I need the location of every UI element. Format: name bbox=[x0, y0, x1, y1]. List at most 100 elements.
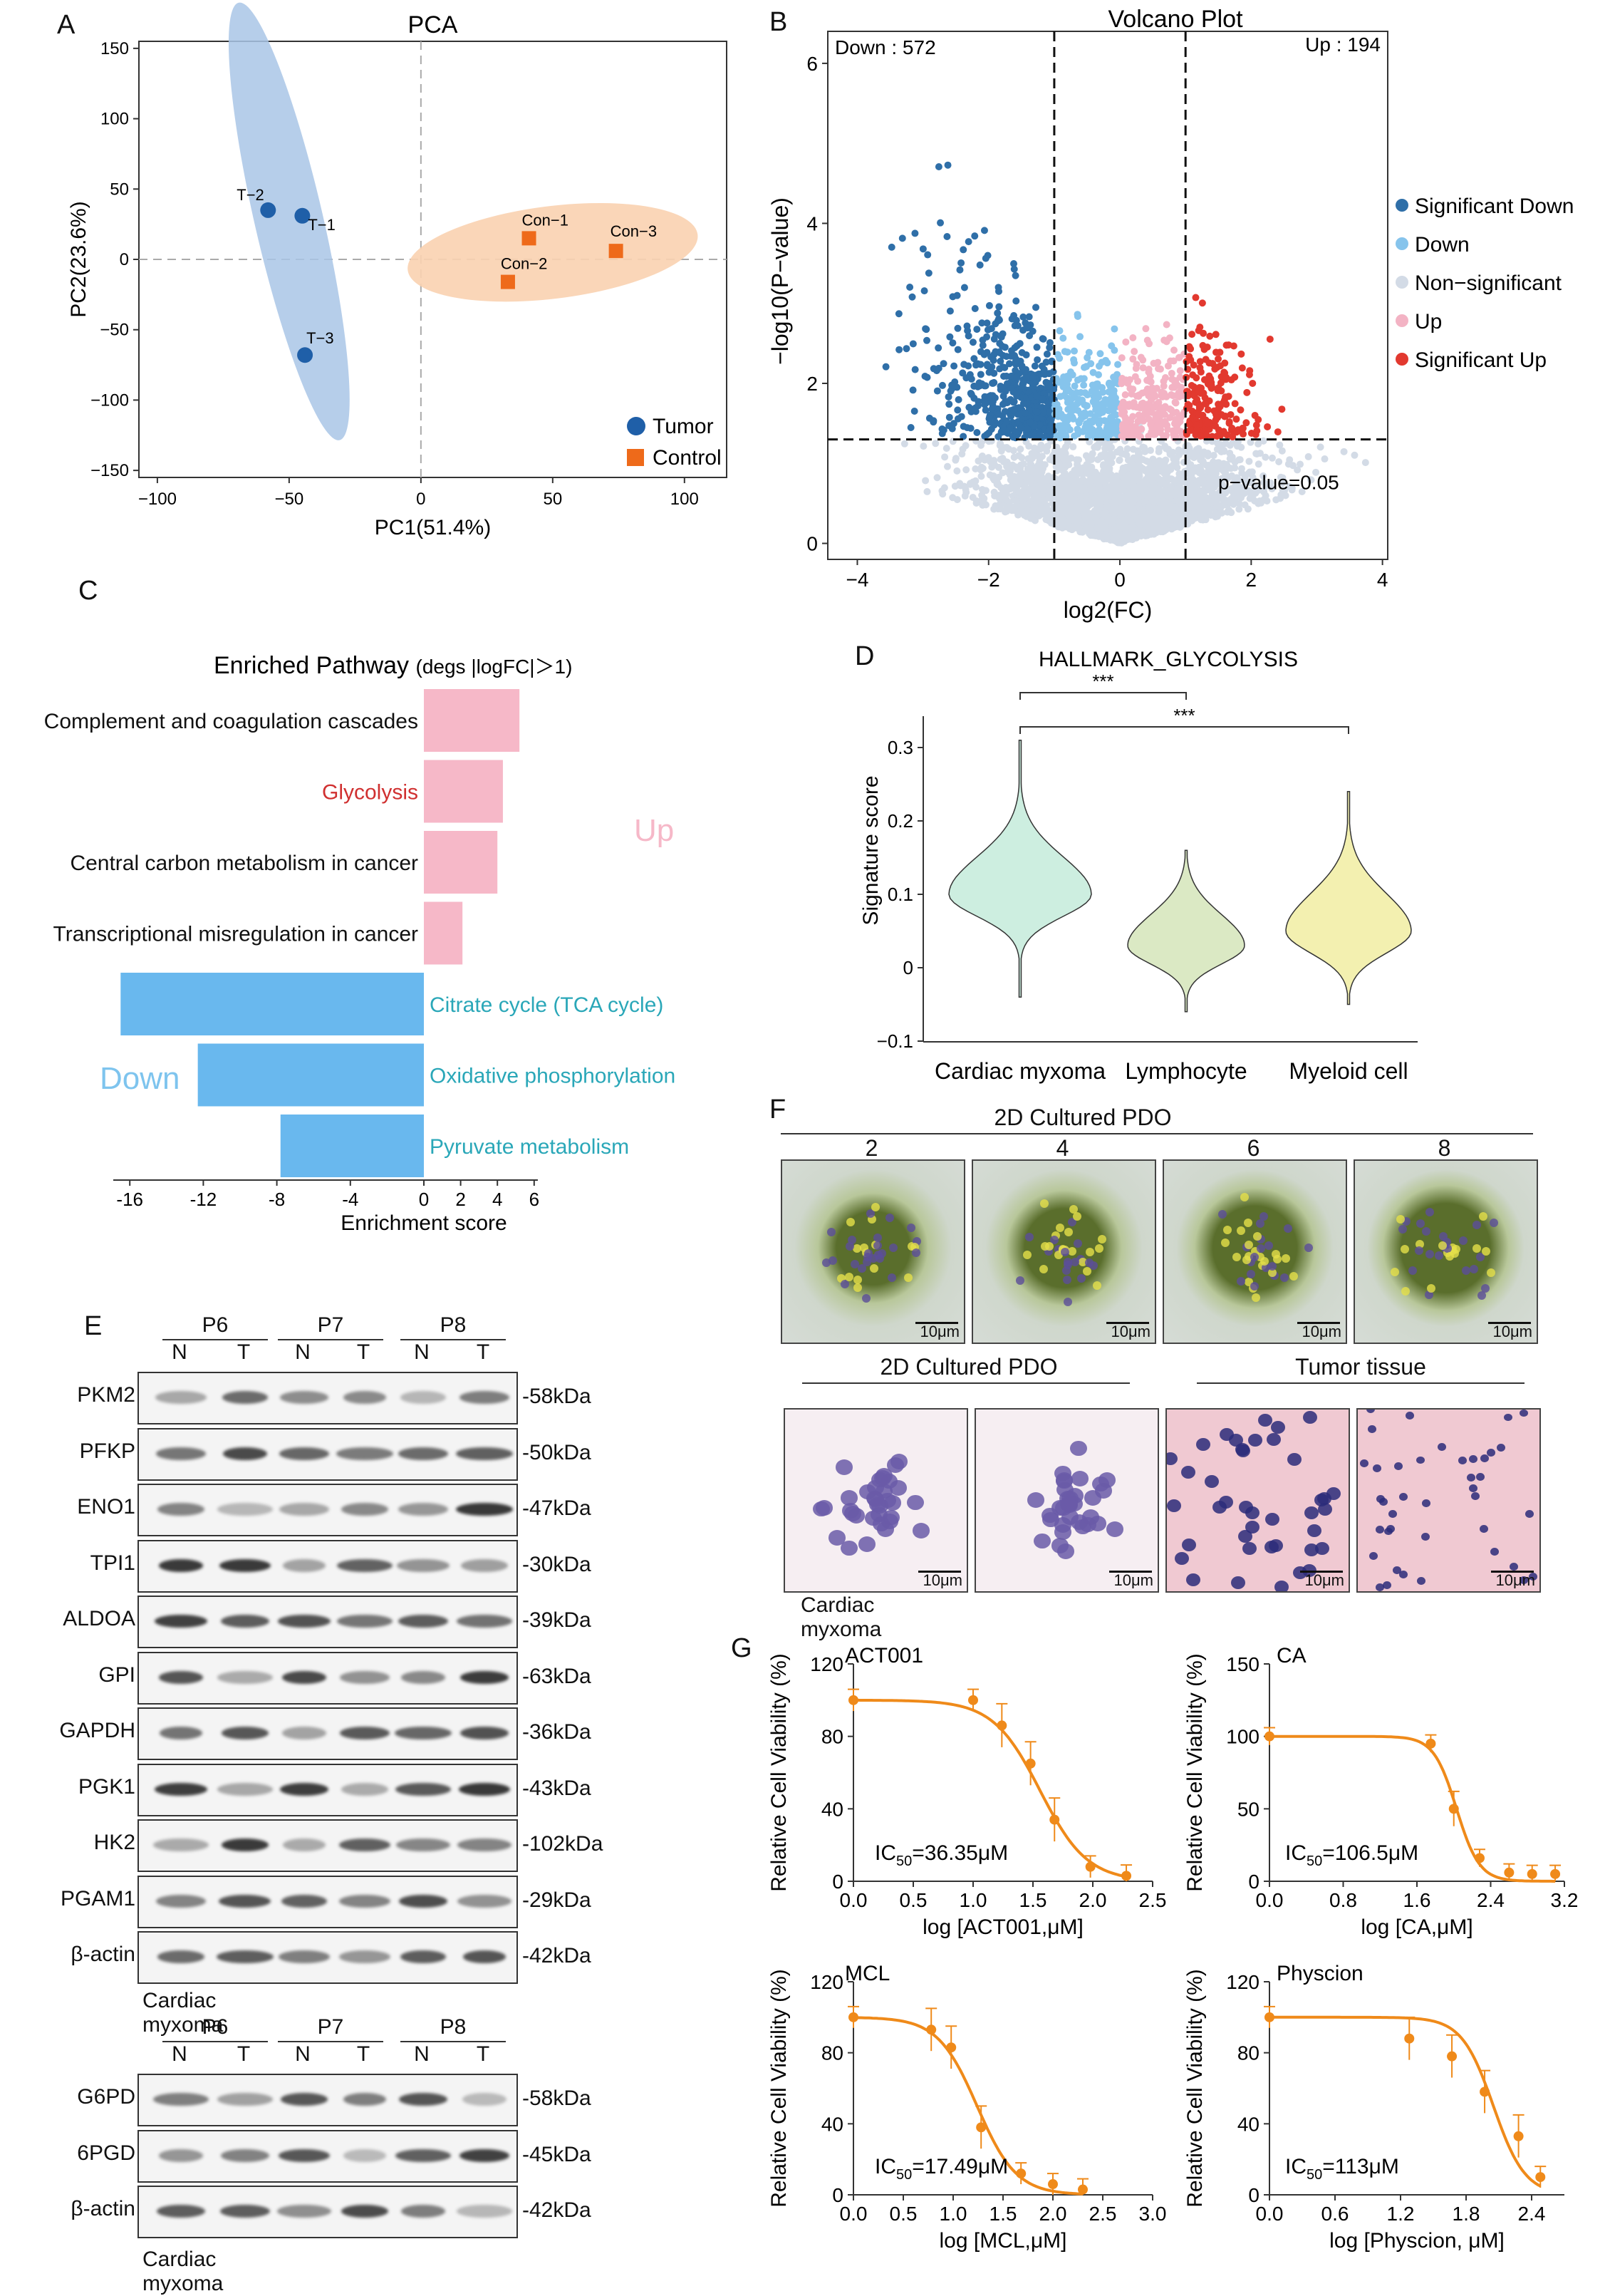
drug-xtick-label: 0.6 bbox=[1321, 2203, 1349, 2225]
pca-point-T-3 bbox=[297, 347, 313, 363]
drug-point bbox=[1513, 2131, 1524, 2141]
pca-xtick-label: −50 bbox=[275, 490, 304, 509]
drug-ytick-label: 40 bbox=[821, 2113, 843, 2135]
drug-xlabel: log [Physcion, μM] bbox=[1329, 2229, 1505, 2253]
drug-xtick-label: 1.0 bbox=[960, 1889, 987, 1911]
volcano-point bbox=[1298, 487, 1306, 495]
drug-point bbox=[1447, 2051, 1458, 2062]
drug-point bbox=[997, 1720, 1007, 1731]
volcano-point bbox=[1162, 445, 1170, 453]
drug-xtick-label: 1.5 bbox=[1019, 1889, 1047, 1911]
drug-ylabel: Relative Cell Viability (%) bbox=[1183, 1969, 1207, 2208]
pca-point-Con-2 bbox=[500, 274, 515, 289]
drug-name: CA bbox=[1277, 1644, 1307, 1667]
pca-legend-label: Tumor bbox=[653, 415, 714, 438]
drug-ytick-label: 120 bbox=[1226, 1971, 1259, 1993]
volcano-point bbox=[1259, 472, 1267, 480]
drug-ic50-sub: 50 bbox=[1307, 2167, 1322, 2183]
panel-label-b: B bbox=[769, 7, 788, 37]
pca-chart: PCA −100 −50 0 50 100 150 100 50 0 −50 −100 −150 PC1(… bbox=[67, 2, 727, 539]
volcano-point bbox=[1278, 447, 1286, 455]
drug-ytick-label: 0 bbox=[832, 1871, 843, 1893]
drug-ytick-label: 120 bbox=[810, 1653, 843, 1675]
drug-point bbox=[968, 1695, 978, 1705]
panel-label-e: E bbox=[84, 1311, 103, 1341]
pca-ylabel: PC2(23.6%) bbox=[67, 201, 90, 317]
drug-xtick-label: 0.5 bbox=[890, 2203, 918, 2225]
pca-xlabel: PC1(51.4%) bbox=[375, 516, 491, 539]
drug-xtick-label: 2.4 bbox=[1477, 1889, 1505, 1911]
drug-ic50-value: =113μM bbox=[1322, 2155, 1399, 2178]
pca-legend-marker-control bbox=[627, 449, 644, 466]
drug-ytick-label: 150 bbox=[1226, 1653, 1259, 1675]
drug-point bbox=[1048, 2179, 1058, 2190]
drug-point bbox=[1480, 2086, 1490, 2097]
panel-label-a: A bbox=[57, 10, 76, 40]
drug-point bbox=[1049, 1814, 1060, 1825]
drug-ytick-label: 40 bbox=[1237, 2113, 1259, 2135]
pca-point-Con-3 bbox=[608, 244, 623, 259]
drug-xtick-label: 1.0 bbox=[940, 2203, 967, 2225]
drug-ylabel: Relative Cell Viability (%) bbox=[1183, 1653, 1207, 1892]
volcano-title: Volcano Plot bbox=[1108, 6, 1243, 33]
pca-ellipse-control bbox=[407, 202, 698, 302]
pca-xtick-label: 100 bbox=[670, 490, 699, 509]
drug-xtick-label: 0.8 bbox=[1329, 1889, 1357, 1911]
drug-ic50-sub: 50 bbox=[896, 1853, 912, 1869]
drug-ytick-label: 120 bbox=[810, 1971, 843, 1993]
drug-point bbox=[1121, 1871, 1132, 1881]
pca-point-label: Con−1 bbox=[522, 211, 568, 229]
drug-ylabel: Relative Cell Viability (%) bbox=[767, 1653, 791, 1892]
volcano-point bbox=[1259, 437, 1267, 445]
drug-fit-curve bbox=[1269, 2015, 1542, 2188]
drug-xtick-label: 3.0 bbox=[1139, 2203, 1167, 2225]
drug-ytick-label: 80 bbox=[1237, 2042, 1259, 2064]
pca-legend-marker-tumor bbox=[627, 417, 645, 435]
pca-ellipse-tumor bbox=[228, 2, 350, 440]
volcano-frame bbox=[827, 31, 1388, 560]
volcano-point bbox=[1123, 445, 1131, 453]
volcano-point bbox=[1255, 460, 1262, 468]
drug-point bbox=[1016, 2168, 1027, 2179]
pca-legend-label: Control bbox=[653, 446, 722, 470]
pca-point-label: T−1 bbox=[308, 216, 336, 234]
drug-xtick-label: 2.4 bbox=[1518, 2203, 1546, 2225]
drug-ic50-label: IC50=17.49μM bbox=[875, 2155, 1008, 2183]
drug-ic50-label: IC50=113μM bbox=[1285, 2155, 1399, 2183]
drug-xlabel: log [MCL,μM] bbox=[940, 2229, 1067, 2253]
pca-point-T-1 bbox=[294, 207, 311, 224]
drug-ic50-value: =36.35μM bbox=[912, 1841, 1008, 1865]
drug-xtick-label: 0.0 bbox=[840, 2203, 868, 2225]
volcano-point bbox=[1307, 476, 1314, 484]
drug-xtick-label: 0.0 bbox=[1256, 2203, 1284, 2225]
pca-title: PCA bbox=[408, 11, 458, 38]
drug-ytick-label: 80 bbox=[821, 2042, 843, 2064]
drug-ic50-label: IC50=106.5μM bbox=[1285, 1841, 1418, 1869]
pca-ytick-label: 100 bbox=[100, 110, 129, 129]
drug-ytick-label: 0 bbox=[1248, 1871, 1259, 1893]
drug-xtick-label: 1.5 bbox=[990, 2203, 1017, 2225]
drug-name: Physcion bbox=[1277, 1962, 1364, 1985]
pca-point-label: Con−3 bbox=[611, 222, 657, 240]
pca-point-Con-1 bbox=[521, 231, 536, 246]
drug-point bbox=[1425, 1738, 1436, 1749]
drug-ic50-sub: 50 bbox=[1307, 1853, 1322, 1869]
panel-label-f: F bbox=[769, 1095, 786, 1124]
drug-ytick-label: 40 bbox=[821, 1798, 843, 1820]
drug-xtick-label: 2.5 bbox=[1139, 1889, 1167, 1911]
drug-point bbox=[1448, 1804, 1459, 1814]
drug-point bbox=[1264, 2012, 1274, 2022]
drug-ytick-label: 80 bbox=[821, 1726, 843, 1748]
drug-point bbox=[1550, 1868, 1561, 1879]
pca-xtick-label: 50 bbox=[543, 490, 562, 509]
volcano-point bbox=[920, 443, 928, 450]
drug-xlabel: log [ACT001,μM] bbox=[923, 1915, 1084, 1939]
drug-xtick-label: 1.2 bbox=[1387, 2203, 1415, 2225]
drug-xtick-label: 0.0 bbox=[1256, 1889, 1284, 1911]
panel-label-d: D bbox=[855, 641, 875, 671]
pca-ytick-label: 50 bbox=[110, 180, 129, 199]
drug-xtick-label: 2.5 bbox=[1089, 2203, 1117, 2225]
drug-ytick-label: 0 bbox=[832, 2184, 843, 2206]
